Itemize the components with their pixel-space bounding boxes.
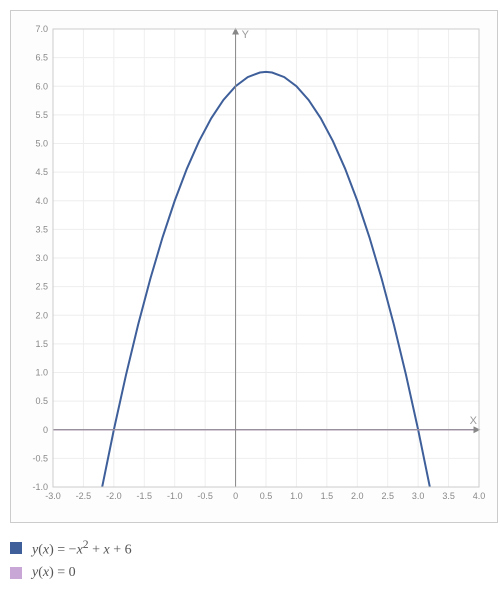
x-tick-label: 3.5 [442, 491, 455, 501]
x-tick-label: 1.0 [290, 491, 303, 501]
legend-label-1: y(x) = −x2 + x + 6 [32, 538, 132, 559]
y-tick-label: 1.5 [35, 339, 48, 349]
y-tick-label: 5.5 [35, 110, 48, 120]
x-tick-label: -1.0 [167, 491, 183, 501]
y-tick-label: 5.0 [35, 139, 48, 149]
x-tick-label: -1.5 [137, 491, 153, 501]
y-tick-label: 0.5 [35, 396, 48, 406]
y-tick-label: 1.0 [35, 368, 48, 378]
legend-swatch-1 [10, 542, 22, 554]
x-tick-label: 3.0 [412, 491, 425, 501]
legend-item: y(x) = −x2 + x + 6 [10, 538, 490, 559]
y-tick-label: 2.5 [35, 282, 48, 292]
x-axis-label: X [470, 415, 478, 427]
x-tick-label: -2.0 [106, 491, 122, 501]
legend-item: y(x) = 0 [10, 565, 490, 581]
y-axis-label: Y [242, 29, 250, 41]
x-tick-label: 2.0 [351, 491, 364, 501]
y-tick-label: 3.5 [35, 224, 48, 234]
y-tick-label: 4.5 [35, 167, 48, 177]
x-tick-label: -0.5 [197, 491, 213, 501]
y-tick-label: 4.0 [35, 196, 48, 206]
y-tick-label: -0.5 [32, 453, 48, 463]
y-tick-label: 6.5 [35, 53, 48, 63]
x-tick-label: -2.5 [76, 491, 92, 501]
x-tick-label: -3.0 [45, 491, 61, 501]
y-tick-label: 6.0 [35, 81, 48, 91]
legend-swatch-2 [10, 567, 22, 579]
legend-label-2: y(x) = 0 [32, 565, 76, 581]
y-tick-label: -1.0 [32, 482, 48, 492]
y-tick-label: 7.0 [35, 24, 48, 34]
x-tick-label: 0.5 [260, 491, 273, 501]
x-tick-label: 2.5 [381, 491, 394, 501]
y-tick-label: 2.0 [35, 310, 48, 320]
x-tick-label: 1.5 [321, 491, 334, 501]
legend: y(x) = −x2 + x + 6 y(x) = 0 [10, 538, 490, 581]
chart-plot: Y X -3.0 -2.5 -2.0 -1.5 -1.0 -0.5 0 0.5 1.0 1.5 2.0 2… [19, 19, 489, 509]
x-tick-label: 4.0 [473, 491, 486, 501]
x-tick-label: 0 [233, 491, 238, 501]
chart-frame: Y X -3.0 -2.5 -2.0 -1.5 -1.0 -0.5 0 0.5 1.0 1.5 2.0 2… [10, 10, 498, 523]
y-tick-label: 0 [43, 425, 48, 435]
y-tick-label: 3.0 [35, 253, 48, 263]
